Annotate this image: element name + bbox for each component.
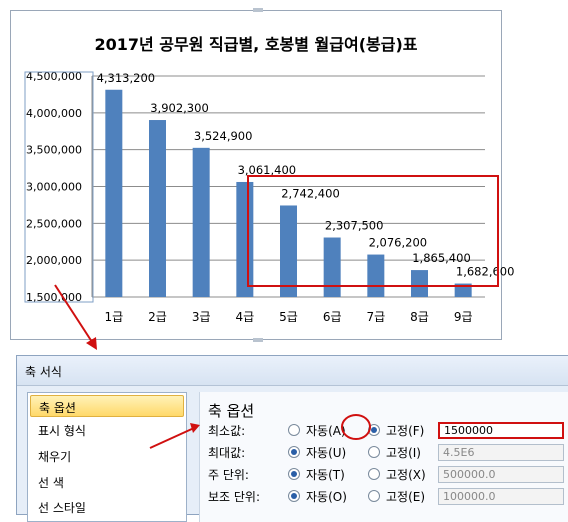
options-panel: 축 옵션 최소값: 자동(A) 고정(F) 1500000 최대값: 자동(U)… — [199, 392, 568, 522]
max-value-input[interactable]: 4.5E6 — [438, 444, 564, 461]
data-label: 3,524,900 — [194, 129, 253, 143]
red-arrow-line — [54, 284, 95, 346]
min-auto-label[interactable]: 자동(A) — [306, 424, 346, 438]
major-fixed-label[interactable]: 고정(X) — [386, 468, 426, 482]
panel-heading: 축 옵션 — [208, 402, 255, 420]
highlight-box — [247, 175, 499, 287]
data-label: 1,865,400 — [412, 251, 471, 265]
selected-axis-outline[interactable] — [24, 71, 94, 303]
bar-7급[interactable] — [367, 254, 385, 297]
bar-4급[interactable] — [236, 181, 254, 297]
x-tick-label: 4급 — [235, 310, 254, 324]
major-auto-radio[interactable] — [288, 468, 300, 480]
x-tick-label: 9급 — [454, 310, 473, 324]
minor-unit-label: 보조 단위: — [208, 490, 261, 504]
dialog-title: 축 서식 — [25, 365, 62, 379]
max-auto-label[interactable]: 자동(U) — [306, 446, 347, 460]
x-tick-label: 6급 — [323, 310, 342, 324]
bar-2급[interactable] — [149, 120, 166, 297]
y-tick-label: 1,500,000 — [26, 291, 82, 304]
x-tick-label: 8급 — [410, 310, 429, 324]
red-arrow-head — [86, 337, 97, 350]
max-fixed-label[interactable]: 고정(I) — [386, 446, 421, 460]
bar-5급[interactable] — [280, 205, 297, 297]
resize-handle-bottom[interactable] — [253, 338, 263, 342]
minor-fixed-radio[interactable] — [368, 490, 380, 502]
major-unit-label: 주 단위: — [208, 468, 249, 482]
data-label: 2,307,500 — [325, 219, 384, 233]
max-auto-radio[interactable] — [288, 446, 300, 458]
x-tick-label: 2급 — [148, 310, 167, 324]
sidebar-item-line-color[interactable]: 선 색 — [38, 476, 64, 490]
min-value-input[interactable]: 1500000 — [438, 422, 564, 439]
chart-title: 2017년 공무원 직급별, 호봉별 월급여(봉급)표 — [94, 35, 417, 54]
min-label: 최소값: — [208, 424, 246, 438]
y-tick-label: 3,500,000 — [26, 144, 82, 157]
y-tick-label: 4,500,000 — [26, 70, 82, 83]
x-tick-label: 3급 — [192, 310, 211, 324]
minor-fixed-label[interactable]: 고정(E) — [386, 490, 426, 504]
x-tick-label: 5급 — [279, 310, 298, 324]
data-label: 4,313,200 — [97, 71, 156, 85]
sidebar-item-fill[interactable]: 채우기 — [38, 450, 72, 464]
minor-value-input[interactable]: 100000.0 — [438, 488, 564, 505]
y-tick-label: 4,000,000 — [26, 107, 82, 120]
data-label: 3,902,300 — [150, 101, 209, 115]
major-value-input[interactable]: 500000.0 — [438, 466, 564, 483]
sidebar: 축 옵션 표시 형식 채우기 선 색 선 스타일 — [27, 392, 187, 522]
data-label: 1,682,600 — [456, 265, 515, 279]
data-label: 2,076,200 — [369, 236, 428, 250]
y-tick-label: 3,000,000 — [26, 181, 82, 194]
min-fixed-label[interactable]: 고정(F) — [386, 424, 425, 438]
bar-8급[interactable] — [411, 270, 428, 297]
sidebar-item-axis-options[interactable]: 축 옵션 — [30, 395, 184, 417]
data-label: 2,742,400 — [281, 186, 340, 200]
resize-handle-top[interactable] — [253, 8, 263, 12]
sidebar-item-line-style[interactable]: 선 스타일 — [38, 501, 86, 515]
y-tick-label: 2,000,000 — [26, 254, 82, 267]
y-tick-label: 2,500,000 — [26, 217, 82, 230]
minor-auto-label[interactable]: 자동(O) — [306, 490, 347, 504]
min-auto-radio[interactable] — [288, 424, 300, 436]
major-auto-label[interactable]: 자동(T) — [306, 468, 345, 482]
chart-svg: 2017년 공무원 직급별, 호봉별 월급여(봉급)표 4,313,200 3,9… — [24, 35, 515, 350]
max-label: 최대값: — [208, 446, 246, 460]
minor-auto-radio[interactable] — [288, 490, 300, 502]
bar-6급[interactable] — [323, 237, 341, 297]
major-fixed-radio[interactable] — [368, 468, 380, 480]
min-fixed-radio[interactable] — [368, 424, 380, 436]
dialog-title-bar[interactable]: 축 서식 — [17, 356, 568, 386]
x-tick-label: 1급 — [104, 310, 123, 324]
format-axis-dialog: 축 서식 축 옵션 표시 형식 채우기 선 색 선 스타일 축 옵션 최소값: … — [16, 355, 568, 522]
data-label: 3,061,400 — [238, 163, 297, 177]
sidebar-item-number[interactable]: 표시 형식 — [38, 424, 86, 438]
bar-3급[interactable] — [192, 147, 210, 297]
max-fixed-radio[interactable] — [368, 446, 380, 458]
x-tick-label: 7급 — [366, 310, 385, 324]
bar-1급[interactable] — [105, 89, 123, 298]
